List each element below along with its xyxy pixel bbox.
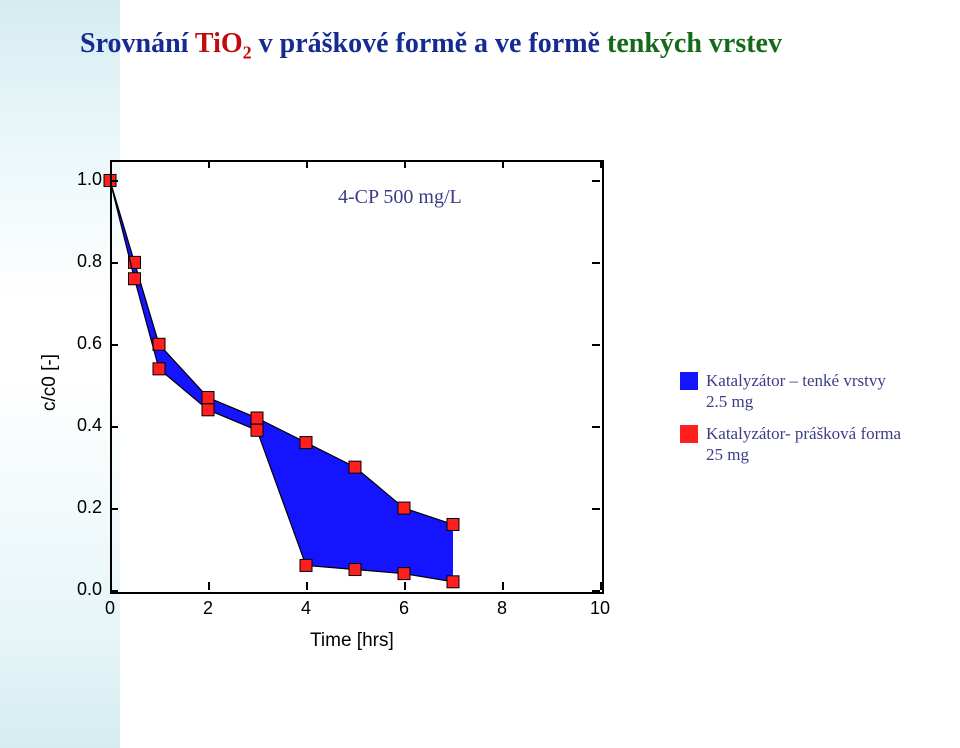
title-green: tenkých vrstev: [607, 28, 782, 59]
x-tick-mark: [306, 160, 308, 168]
y-tick-mark: [592, 590, 600, 592]
legend-item-1: Katalyzátor – tenké vrstvy 2.5 mg: [680, 370, 901, 413]
x-tick-label: 2: [193, 598, 223, 619]
legend-square-red: [680, 425, 698, 443]
y-tick-mark: [110, 426, 118, 428]
legend-text-2: Katalyzátor- prášková forma 25 mg: [706, 423, 901, 466]
y-tick-label: 0.4: [62, 415, 102, 436]
x-tick-mark: [600, 160, 602, 168]
plot-frame: [110, 160, 604, 594]
x-tick-label: 0: [95, 598, 125, 619]
y-tick-mark: [592, 344, 600, 346]
legend-square-blue: [680, 372, 698, 390]
legend-1-line1: Katalyzátor – tenké vrstvy: [706, 371, 886, 390]
x-tick-label: 10: [585, 598, 615, 619]
x-tick-mark: [404, 160, 406, 168]
y-tick-label: 0.0: [62, 579, 102, 600]
page-title: Srovnání TiO2 v práškové formě a ve form…: [80, 28, 782, 64]
x-tick-mark: [600, 582, 602, 590]
legend-item-2: Katalyzátor- prášková forma 25 mg: [680, 423, 901, 466]
x-tick-mark: [208, 160, 210, 168]
y-tick-label: 0.8: [62, 251, 102, 272]
legend-2-line2: 25 mg: [706, 445, 749, 464]
title-pre: Srovnání: [80, 28, 195, 59]
y-tick-mark: [110, 344, 118, 346]
x-tick-label: 4: [291, 598, 321, 619]
legend-1-line2: 2.5 mg: [706, 392, 753, 411]
x-axis-label: Time [hrs]: [310, 630, 394, 652]
title-tio2: TiO2: [195, 28, 252, 59]
y-tick-mark: [110, 180, 118, 182]
y-tick-mark: [592, 426, 600, 428]
x-tick-mark: [110, 582, 112, 590]
y-tick-mark: [592, 262, 600, 264]
x-tick-label: 6: [389, 598, 419, 619]
y-tick-label: 0.2: [62, 497, 102, 518]
x-tick-label: 8: [487, 598, 517, 619]
y-tick-mark: [110, 590, 118, 592]
y-tick-mark: [110, 262, 118, 264]
y-axis-label: c/c0 [-]: [39, 331, 61, 411]
y-tick-label: 1.0: [62, 169, 102, 190]
y-tick-mark: [110, 508, 118, 510]
x-tick-mark: [208, 582, 210, 590]
y-tick-mark: [592, 180, 600, 182]
legend-2-line1: Katalyzátor- prášková forma: [706, 424, 901, 443]
legend-block: Katalyzátor – tenké vrstvy 2.5 mg Kataly…: [680, 370, 901, 475]
x-tick-mark: [502, 582, 504, 590]
x-tick-mark: [110, 160, 112, 168]
x-tick-mark: [306, 582, 308, 590]
y-tick-label: 0.6: [62, 333, 102, 354]
y-tick-mark: [592, 508, 600, 510]
x-tick-mark: [404, 582, 406, 590]
title-mid: v práškové formě a ve formě: [252, 28, 607, 59]
x-tick-mark: [502, 160, 504, 168]
legend-text-1: Katalyzátor – tenké vrstvy 2.5 mg: [706, 370, 886, 413]
